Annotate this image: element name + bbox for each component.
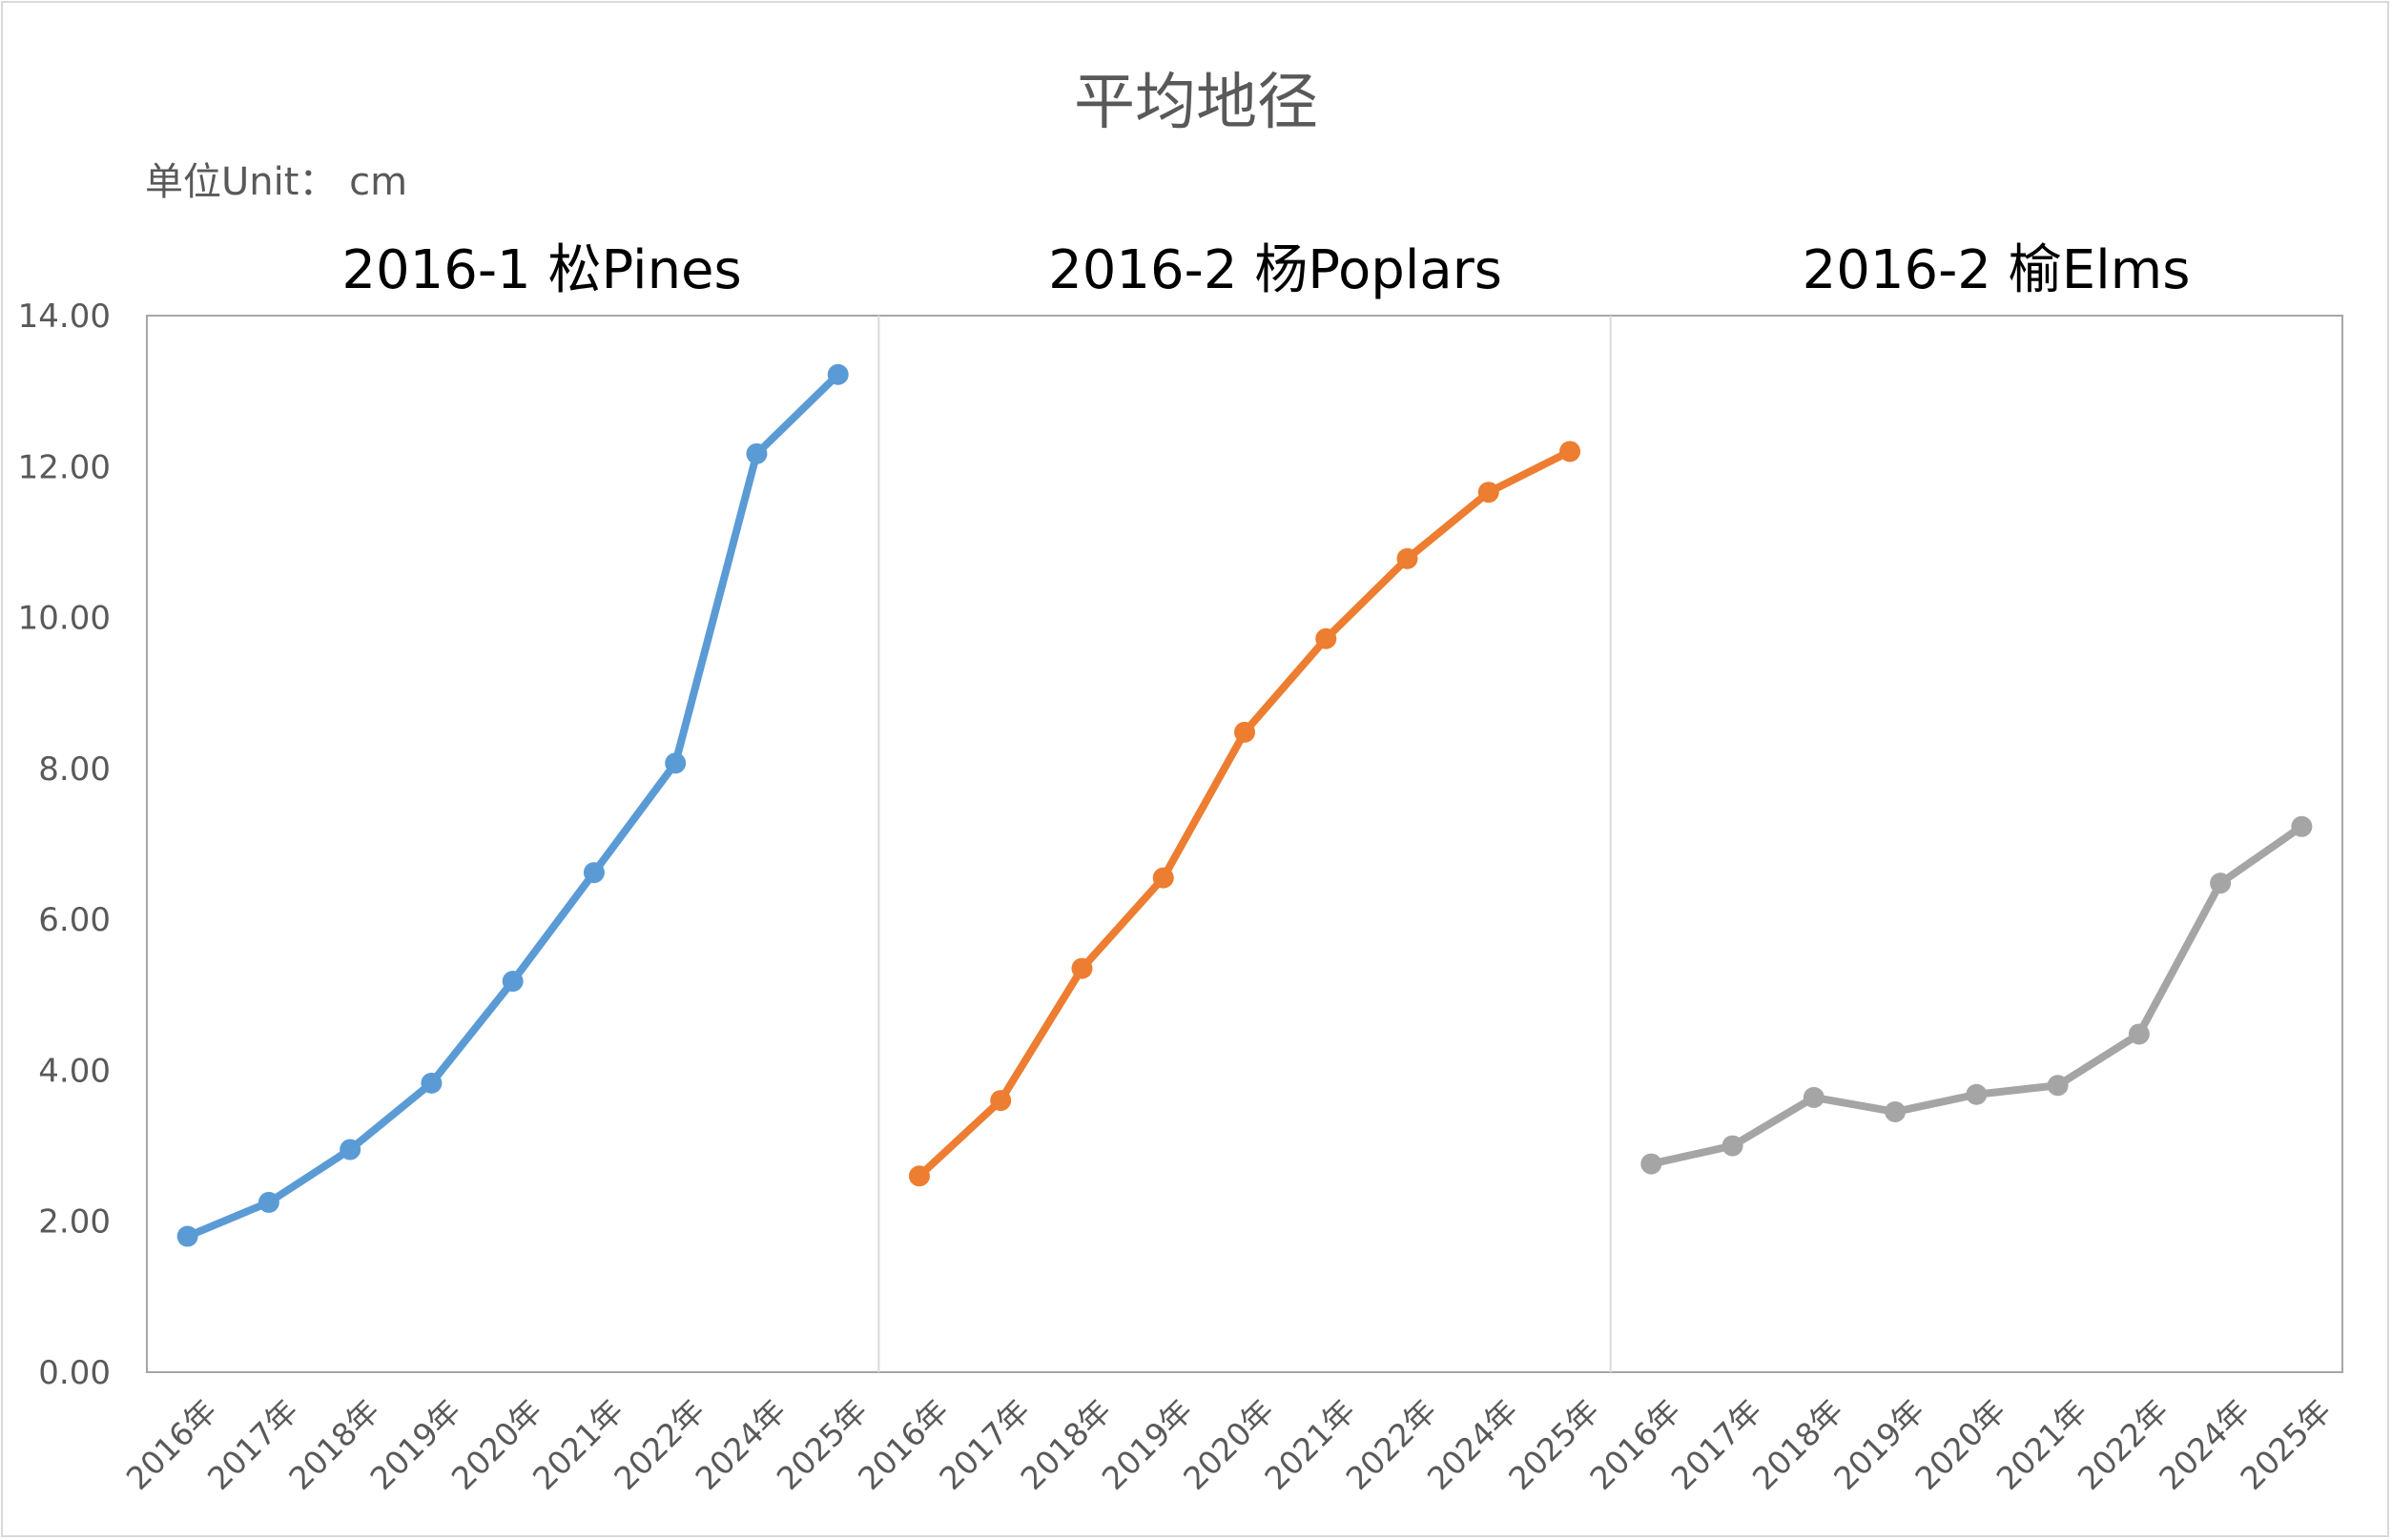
x-tick-label: 2017年 [1664,1392,1769,1497]
x-tick-label: 2020年 [444,1392,549,1497]
x-tick-label: 2018年 [281,1392,386,1497]
x-tick-label: 2025年 [1501,1392,1606,1497]
x-tick-label: 2022年 [607,1392,711,1497]
y-tick-label: 0.00 [38,1354,111,1392]
data-point [1477,482,1499,503]
x-tick-label: 2022年 [1339,1392,1444,1497]
data-point [827,363,849,385]
y-tick-label: 8.00 [38,750,111,789]
data-point [908,1165,930,1187]
x-tick-label: 2019年 [1826,1392,1931,1497]
data-point [421,1072,443,1094]
data-point [176,1225,198,1247]
plot-area-border [146,315,2343,1373]
panel-title-poplars: 2016-2 杨Poplars [1048,239,1502,301]
y-tick-label: 2.00 [38,1203,111,1242]
x-tick-label: 2017年 [200,1392,305,1497]
x-tick-label: 2017年 [932,1392,1037,1497]
chart-title: 平均地径 [1074,68,1318,138]
x-tick-label: 2016年 [1582,1392,1687,1497]
data-point [2210,873,2232,894]
y-tick-label: 4.00 [38,1052,111,1090]
x-tick-label: 2021年 [1990,1392,2094,1497]
x-tick-label: 2025年 [770,1392,875,1497]
x-tick-label: 2025年 [2233,1392,2338,1497]
data-point [2291,815,2313,837]
x-tick-label: 2019年 [1095,1392,1200,1497]
x-tick-label: 2022年 [2071,1392,2175,1497]
data-point [746,442,768,464]
data-point [1559,441,1581,462]
x-tick-label: 2020年 [1176,1392,1281,1497]
data-point [1071,957,1093,979]
x-tick-label: 2024年 [2152,1392,2257,1497]
x-tick-label: 2021年 [526,1392,630,1497]
data-point [1722,1135,1743,1157]
x-tick-label: 2016年 [851,1392,956,1497]
data-point [990,1090,1012,1112]
y-tick-label: 14.00 [18,298,111,336]
unit-label: 单位Unit： cm [145,160,408,204]
data-point [665,752,687,774]
data-point [2128,1023,2150,1045]
x-tick-label: 2018年 [1014,1392,1119,1497]
data-point [1966,1083,1988,1105]
x-tick-label: 2020年 [1907,1392,2012,1497]
x-tick-label: 2021年 [1257,1392,1362,1497]
data-point [258,1191,279,1213]
data-point [502,971,524,993]
data-point [1234,721,1255,743]
series-line-1 [183,370,842,1241]
x-tick-label: 2018年 [1745,1392,1850,1497]
series-line-3 [1647,822,2306,1168]
data-point [1803,1086,1825,1108]
data-point [583,862,605,884]
data-point [1885,1100,1907,1122]
data-point [1315,627,1337,649]
series-line-2 [915,447,1575,1181]
data-point [1152,867,1174,889]
data-point [1640,1153,1662,1175]
x-tick-label: 2024年 [688,1392,793,1497]
data-point [2047,1075,2069,1097]
panel-title-elms: 2016-2 榆Elms [1802,239,2191,301]
y-tick-label: 10.00 [18,600,111,638]
data-point [340,1139,361,1160]
x-tick-label: 2024年 [1420,1392,1525,1497]
data-point [1396,547,1418,569]
x-tick-label: 2016年 [119,1392,224,1497]
y-tick-label: 12.00 [18,448,111,486]
panel-title-pines: 2016-1 松Pines [341,239,742,301]
x-tick-label: 2019年 [362,1392,467,1497]
y-tick-label: 6.00 [38,901,111,939]
